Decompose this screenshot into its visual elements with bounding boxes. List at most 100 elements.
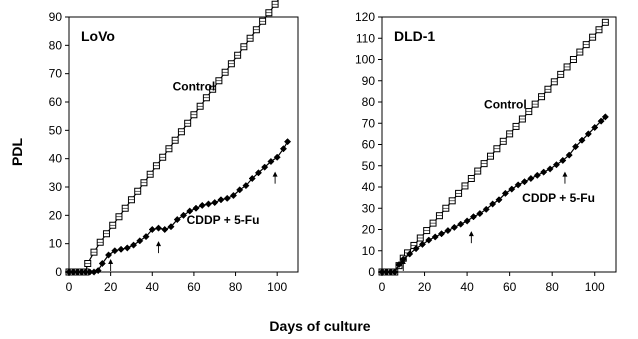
- data-point-cddp-5fu: [229, 191, 238, 200]
- data-point-cddp-5fu: [261, 163, 269, 171]
- y-tick-label: 10: [49, 237, 63, 251]
- x-tick-label: 100: [267, 280, 287, 294]
- data-point-cddp-5fu: [482, 205, 490, 213]
- y-tick-label: 90: [49, 10, 63, 24]
- label-cddp-5fu: CDDP + 5-Fu: [187, 213, 260, 227]
- x-tick-label: 40: [146, 280, 160, 294]
- data-point-cddp-5fu: [572, 143, 580, 151]
- x-tick-label: 20: [418, 280, 432, 294]
- data-point-cddp-5fu: [179, 211, 188, 219]
- y-tick-label: 20: [49, 208, 63, 222]
- x-tick-label: 0: [379, 280, 386, 294]
- data-point-cddp-5fu: [520, 178, 529, 186]
- data-point-cddp-5fu: [111, 247, 119, 255]
- data-point-cddp-5fu: [161, 225, 169, 234]
- data-point-cddp-5fu: [273, 153, 281, 161]
- y-tick-label: 40: [49, 152, 63, 166]
- plot-frame: [68, 16, 299, 273]
- data-point-cddp-5fu: [105, 251, 113, 259]
- label-control: Control: [173, 80, 216, 94]
- label-control: Control: [484, 97, 527, 111]
- data-point-cddp-5fu: [142, 233, 150, 241]
- treatment-arrow-head: [272, 171, 278, 177]
- data-point-cddp-5fu: [211, 199, 219, 207]
- data-point-cddp-5fu: [136, 237, 144, 245]
- data-point-cddp-5fu: [98, 259, 106, 268]
- x-tick-label: 40: [460, 280, 474, 294]
- y-tick-label: 20: [362, 223, 376, 237]
- x-tick-label: 100: [585, 280, 605, 294]
- treatment-arrow-head: [156, 241, 162, 247]
- data-point-cddp-5fu: [425, 236, 433, 244]
- data-point-cddp-5fu: [418, 240, 426, 248]
- treatment-arrow-head: [468, 231, 474, 237]
- data-point-cddp-5fu: [469, 213, 478, 221]
- data-point-cddp-5fu: [236, 186, 244, 194]
- data-point-cddp-5fu: [438, 230, 446, 238]
- data-point-cddp-5fu: [533, 171, 541, 179]
- data-point-cddp-5fu: [254, 169, 262, 177]
- y-tick-label: 60: [49, 95, 63, 109]
- data-point-cddp-5fu: [391, 268, 399, 276]
- panel-lovo: 0 10 20 30 40 50 60 70 80 90 0 20 40 60 80 100 LoVo Contr…: [49, 0, 299, 294]
- data-point-cddp-5fu: [267, 157, 275, 166]
- data-point-cddp-5fu: [463, 217, 471, 225]
- data-point-cddp-5fu: [591, 123, 599, 132]
- data-point-cddp-5fu: [217, 196, 225, 204]
- series-line-cddp-5fu: [69, 141, 289, 273]
- data-point-cddp-5fu: [223, 194, 231, 202]
- data-point-cddp-5fu: [279, 145, 287, 153]
- data-point-cddp-5fu: [406, 250, 414, 258]
- data-point-cddp-5fu: [546, 165, 554, 173]
- data-point-cddp-5fu: [154, 224, 163, 232]
- data-point-cddp-5fu: [242, 182, 250, 190]
- y-tick-label: 110: [356, 31, 375, 45]
- data-point-cddp-5fu: [597, 117, 605, 125]
- data-point-cddp-5fu: [204, 200, 213, 208]
- data-point-cddp-5fu: [540, 168, 548, 176]
- y-tick-label: 40: [362, 180, 376, 194]
- data-point-cddp-5fu: [123, 244, 131, 252]
- y-tick-label: 100: [355, 53, 375, 67]
- y-tick-label: 0: [368, 265, 375, 279]
- data-point-cddp-5fu: [578, 136, 586, 144]
- data-point-cddp-5fu: [495, 196, 503, 204]
- data-point-cddp-5fu: [527, 174, 535, 183]
- panel-title: LoVo: [81, 28, 115, 44]
- y-tick-label: 80: [362, 95, 376, 109]
- data-point-cddp-5fu: [284, 138, 292, 146]
- data-point-cddp-5fu: [186, 207, 194, 215]
- data-point-cddp-5fu: [508, 185, 516, 193]
- x-tick-label: 60: [503, 280, 517, 294]
- data-point-cddp-5fu: [192, 204, 200, 212]
- y-axis-title: PDL: [9, 138, 25, 166]
- data-point-cddp-5fu: [501, 189, 509, 197]
- data-point-cddp-5fu: [248, 174, 256, 183]
- x-tick-label: 20: [104, 280, 118, 294]
- x-tick-label: 0: [66, 280, 73, 294]
- treatment-arrow-head: [108, 259, 114, 264]
- x-tick-label: 80: [229, 280, 243, 294]
- data-point-cddp-5fu: [117, 245, 125, 253]
- data-point-cddp-5fu: [584, 130, 592, 138]
- treatment-arrow-head: [562, 171, 568, 177]
- y-tick-label: 0: [55, 265, 62, 279]
- y-tick-label: 30: [362, 201, 376, 215]
- data-point-cddp-5fu: [94, 267, 102, 275]
- data-point-cddp-5fu: [173, 216, 181, 224]
- panel-dld1: 0 10 20 30 40 50 60 70 80 90 100 110 120 0 20 40 60 80 100…: [355, 10, 617, 294]
- data-point-cddp-5fu: [412, 245, 420, 253]
- y-tick-label: 30: [49, 180, 63, 194]
- y-tick-label: 70: [49, 67, 63, 81]
- y-tick-label: 10: [362, 244, 376, 258]
- treatment-arrow-head: [400, 259, 406, 264]
- y-tick-label: 70: [362, 116, 376, 130]
- data-point-cddp-5fu: [450, 223, 458, 231]
- data-point-cddp-5fu: [129, 241, 138, 249]
- data-point-cddp-5fu: [148, 225, 156, 234]
- data-point-cddp-5fu: [476, 210, 484, 218]
- x-tick-label: 80: [546, 280, 560, 294]
- data-point-cddp-5fu: [559, 156, 567, 164]
- y-tick-label: 120: [355, 10, 375, 24]
